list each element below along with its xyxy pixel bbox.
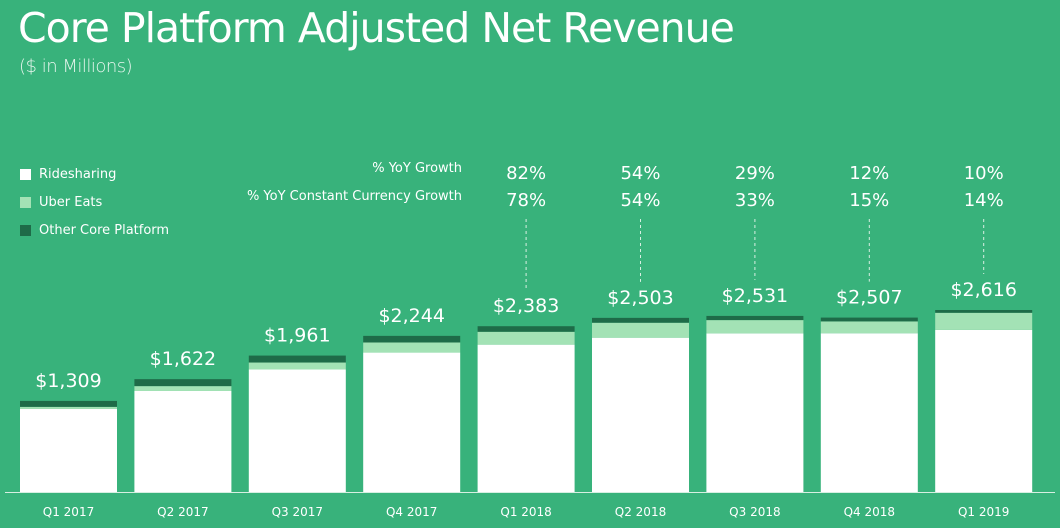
bar-segment-other-core-platform <box>363 335 461 343</box>
bar-segment-uber-eats <box>363 342 461 353</box>
yoy-cc-growth-value: 15% <box>849 190 889 211</box>
bar-segment-other-core-platform <box>820 317 918 322</box>
total-label: $2,503 <box>607 287 673 309</box>
bar-segment-ridesharing <box>706 333 804 492</box>
total-label: $2,244 <box>378 305 444 327</box>
legend-label: Uber Eats <box>39 194 103 210</box>
yoy-cc-growth-value: 33% <box>735 190 775 211</box>
x-tick-label: Q1 2019 <box>958 505 1009 519</box>
bar-segment-uber-eats <box>477 331 575 345</box>
x-tick-label: Q1 2018 <box>500 505 551 519</box>
bar-segment-ridesharing <box>592 337 689 492</box>
total-label: $2,383 <box>493 295 559 317</box>
bar-segment-ridesharing <box>363 352 461 492</box>
total-label: $1,961 <box>264 325 330 347</box>
yoy-cc-growth-value: 78% <box>506 190 546 211</box>
bar-segment-other-core-platform <box>706 315 804 321</box>
legend-item-ridesharing: Ridesharing <box>20 160 169 188</box>
page-subtitle: ($ in Millions) <box>19 56 133 77</box>
bar-segment-uber-eats <box>820 321 918 334</box>
yoy-growth-value: 10% <box>964 163 1004 184</box>
legend-swatch-uber-eats <box>20 196 31 208</box>
bar-segment-ridesharing <box>935 329 1033 492</box>
yoy-cc-growth-label: % YoY Constant Currency Growth <box>246 189 462 204</box>
bar-segment-other-core-platform <box>248 355 346 363</box>
bar-segment-ridesharing <box>20 408 117 492</box>
legend-item-uber-eats: Uber Eats <box>20 188 169 216</box>
bar-segment-uber-eats <box>248 362 346 370</box>
yoy-growth-value: 54% <box>620 163 660 184</box>
yoy-cc-growth-value: 14% <box>964 190 1004 211</box>
x-tick-label: Q2 2017 <box>157 505 208 519</box>
bar-segment-uber-eats <box>134 386 232 391</box>
bar-segment-uber-eats <box>935 312 1033 330</box>
yoy-growth-value: 82% <box>506 163 546 184</box>
total-label: $1,622 <box>150 348 216 370</box>
chart-legend: Ridesharing Uber Eats Other Core Platfor… <box>20 160 169 244</box>
bar-segment-ridesharing <box>134 390 232 492</box>
legend-swatch-other <box>20 224 31 236</box>
yoy-cc-growth-value: 54% <box>620 190 660 211</box>
bar-segment-other-core-platform <box>935 310 1033 313</box>
x-tick-label: Q1 2017 <box>43 505 94 519</box>
legend-item-other-core-platform: Other Core Platform <box>20 216 169 244</box>
x-tick-label: Q2 2018 <box>615 505 666 519</box>
bar-segment-uber-eats <box>592 322 689 338</box>
x-tick-label: Q4 2018 <box>844 505 895 519</box>
page-title: Core Platform Adjusted Net Revenue <box>18 4 735 52</box>
bar-segment-ridesharing <box>477 344 575 492</box>
bar-segment-other-core-platform <box>477 326 575 332</box>
total-label: $2,531 <box>722 285 788 307</box>
x-tick-label: Q3 2018 <box>729 505 780 519</box>
bar-segment-other-core-platform <box>592 317 689 323</box>
bar-segment-other-core-platform <box>20 400 117 407</box>
bar-segment-ridesharing <box>820 333 918 492</box>
total-label: $2,507 <box>836 287 902 309</box>
x-tick-label: Q4 2017 <box>386 505 437 519</box>
bar-segment-ridesharing <box>248 369 346 492</box>
yoy-growth-value: 29% <box>735 163 775 184</box>
bar-segment-uber-eats <box>706 320 804 334</box>
legend-swatch-ridesharing <box>20 168 31 180</box>
bar-segment-uber-eats <box>20 406 117 409</box>
total-label: $1,309 <box>35 370 101 392</box>
bar-segment-other-core-platform <box>134 379 232 387</box>
yoy-growth-value: 12% <box>849 163 889 184</box>
total-label: $2,616 <box>950 279 1016 301</box>
legend-label: Other Core Platform <box>39 222 170 238</box>
x-tick-label: Q3 2017 <box>272 505 323 519</box>
yoy-growth-label: % YoY Growth <box>372 161 462 176</box>
legend-label: Ridesharing <box>39 166 117 182</box>
